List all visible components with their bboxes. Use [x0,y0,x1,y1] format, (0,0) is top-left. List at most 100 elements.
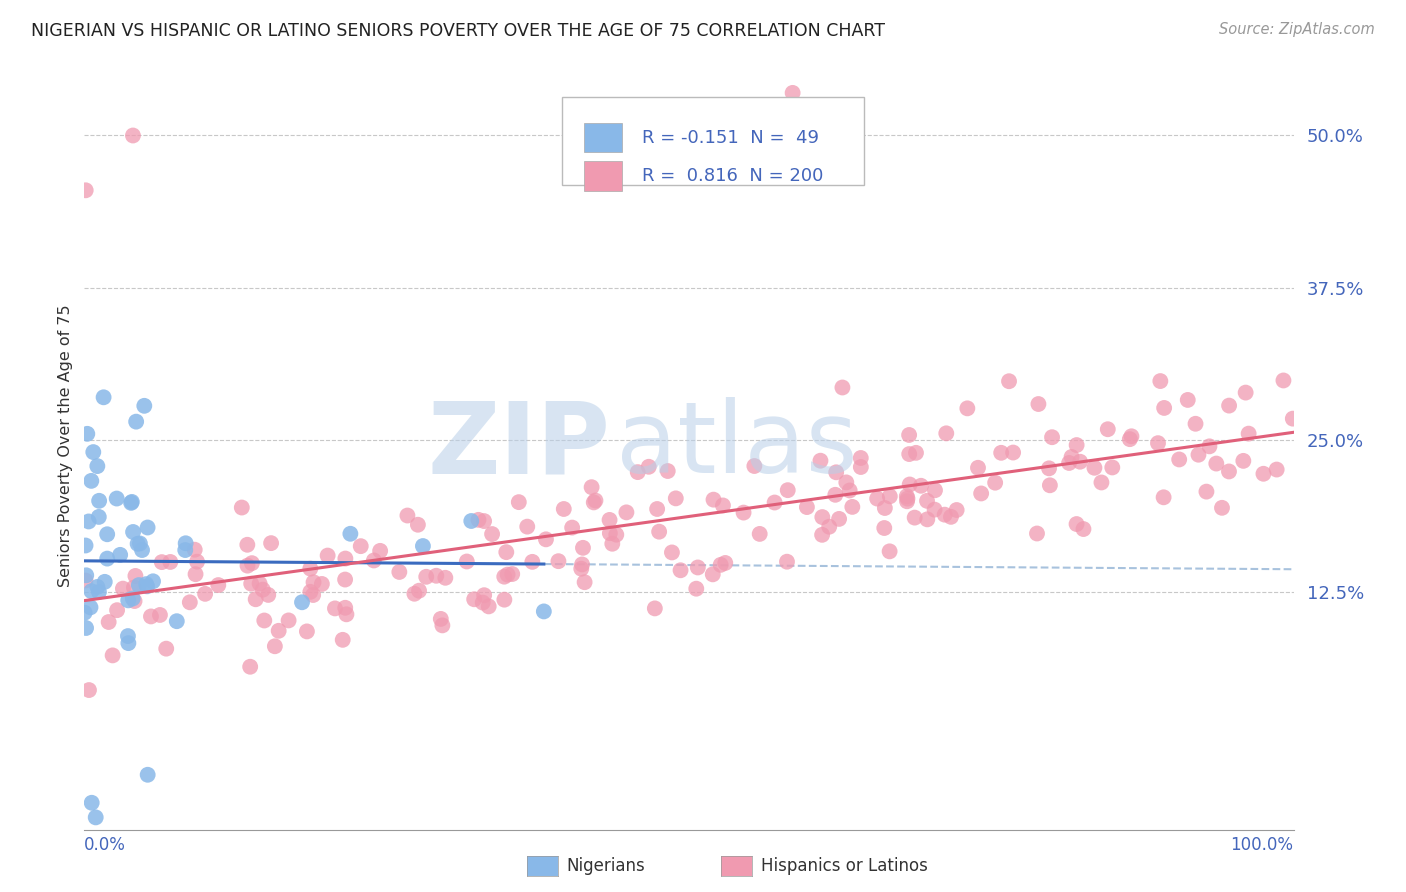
Point [472,514,495,528]
Text: NIGERIAN VS HISPANIC OR LATINO SENIORS POVERTY OVER THE AGE OF 75 CORRELATION CH: NIGERIAN VS HISPANIC OR LATINO SENIORS P… [31,22,884,40]
Point [1187,448,1209,462]
Point [776,483,799,498]
Point [75,568,97,582]
Point [150,555,173,569]
Point [1281,411,1303,425]
Point [547,554,569,568]
Point [236,538,259,552]
Point [1184,417,1206,431]
Point [82,445,104,459]
Point [1198,439,1220,453]
Point [472,588,495,602]
Point [1097,422,1119,436]
Point [295,624,318,639]
Point [898,428,921,442]
Point [73,606,96,620]
Point [627,465,650,479]
Point [124,569,146,583]
Point [572,541,595,555]
Point [323,601,346,615]
Point [935,426,957,441]
Y-axis label: Seniors Poverty Over the Age of 75: Seniors Poverty Over the Age of 75 [58,305,73,587]
Point [77,683,100,698]
FancyBboxPatch shape [562,97,865,186]
Point [1147,436,1170,450]
Point [494,569,516,583]
Point [277,614,299,628]
Point [131,543,153,558]
Point [87,510,110,524]
Point [600,537,623,551]
Text: ZIP: ZIP [427,398,610,494]
Point [252,582,274,597]
Point [231,500,253,515]
Point [501,567,523,582]
Point [136,520,159,534]
Point [240,576,263,591]
Point [135,577,157,591]
Point [1195,484,1218,499]
Point [299,561,322,575]
Point [657,464,679,478]
Point [984,475,1007,490]
Point [924,502,946,516]
Point [179,595,201,609]
Point [142,574,165,589]
Point [121,591,143,606]
Point [87,585,110,599]
Point [127,537,149,551]
Point [1026,526,1049,541]
Point [415,570,437,584]
Point [80,474,103,488]
Point [406,517,429,532]
Point [1234,385,1257,400]
Point [350,539,373,553]
Point [1153,491,1175,505]
Point [96,527,118,541]
Point [644,601,666,615]
Point [122,524,145,539]
Point [849,460,872,475]
Point [89,493,111,508]
Point [207,578,229,592]
Point [574,575,596,590]
Point [471,596,494,610]
Point [910,479,932,493]
Point [111,582,134,596]
Point [904,446,927,460]
Point [75,621,97,635]
Point [1177,392,1199,407]
Point [686,560,709,574]
Point [534,533,557,547]
Point [174,536,197,550]
Point [811,510,834,524]
Point [782,86,804,100]
Point [569,562,592,576]
Point [533,604,555,618]
Point [339,526,361,541]
Point [124,594,146,608]
Point [245,592,267,607]
Point [117,629,139,643]
Point [733,506,755,520]
Point [934,508,956,522]
Point [915,493,938,508]
Text: Hispanics or Latinos: Hispanics or Latinos [761,857,928,875]
Text: R = -0.151  N =  49: R = -0.151 N = 49 [641,128,818,146]
Point [970,486,993,500]
Text: 0.0%: 0.0% [84,836,127,854]
Point [86,459,108,474]
Point [80,584,103,599]
Point [434,571,457,585]
Point [1218,465,1240,479]
Point [239,659,262,673]
FancyBboxPatch shape [583,123,623,153]
Point [879,489,901,503]
Point [1038,461,1060,475]
Point [990,446,1012,460]
Point [302,575,325,590]
Point [136,768,159,782]
Point [75,574,97,588]
Point [516,519,538,533]
Point [898,477,921,491]
